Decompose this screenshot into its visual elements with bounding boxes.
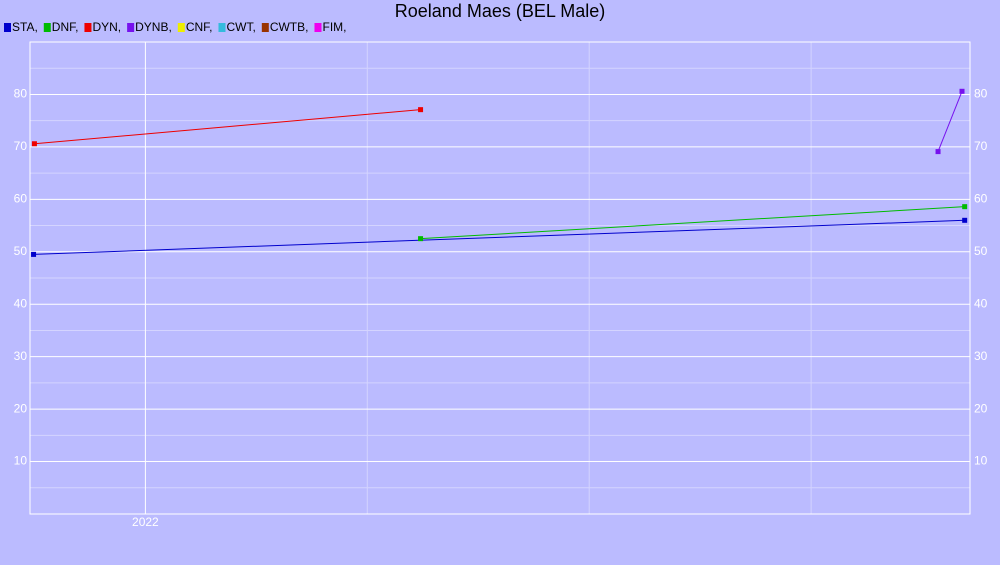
y-tick-label: 10 xyxy=(14,454,28,468)
data-point xyxy=(935,149,941,155)
legend-label: CWTB, xyxy=(270,20,309,34)
y-tick-label: 80 xyxy=(14,87,28,101)
y2-tick-label: 30 xyxy=(974,349,988,363)
y2-tick-label: 50 xyxy=(974,244,988,258)
series-line xyxy=(937,91,963,152)
y-tick-label: 20 xyxy=(14,401,28,415)
series-line xyxy=(420,206,965,240)
legend-swatch xyxy=(127,23,135,32)
series-line xyxy=(34,109,421,145)
y2-tick-label: 60 xyxy=(974,192,988,206)
legend-swatch xyxy=(177,23,185,32)
chart-title: Roeland Maes (BEL Male) xyxy=(395,1,605,21)
legend-swatch xyxy=(261,23,269,32)
legend-label: DYNB, xyxy=(135,20,172,34)
legend-swatch xyxy=(4,23,11,32)
y-tick-label: 40 xyxy=(14,296,28,310)
data-point xyxy=(31,251,37,257)
legend-label: CWT, xyxy=(226,20,255,34)
legend-label: FIM, xyxy=(322,20,346,34)
series-line xyxy=(33,219,965,255)
legend-swatch xyxy=(43,23,51,32)
y2-tick-label: 80 xyxy=(974,87,988,101)
y2-tick-label: 70 xyxy=(974,139,988,153)
legend-label: CNF, xyxy=(186,20,213,34)
legend-swatch xyxy=(84,23,92,32)
plot-frame xyxy=(29,41,971,515)
y2-tick-label: 20 xyxy=(974,401,988,415)
y-tick-label: 60 xyxy=(14,192,28,206)
legend-label: STA, xyxy=(12,20,38,34)
legend-label: DYN, xyxy=(92,20,121,34)
y2-tick-label: 40 xyxy=(974,296,988,310)
y2-tick-label: 10 xyxy=(974,454,988,468)
legend-swatch xyxy=(218,23,226,32)
x-tick-label: 2022 xyxy=(132,515,159,529)
y-tick-label: 30 xyxy=(14,349,28,363)
y-tick-label: 50 xyxy=(14,244,28,258)
y-tick-label: 70 xyxy=(14,139,28,153)
data-point xyxy=(418,236,424,242)
data-point xyxy=(418,107,424,113)
data-point xyxy=(962,204,968,210)
legend-label: DNF, xyxy=(52,20,79,34)
data-point xyxy=(962,217,968,223)
data-point xyxy=(959,88,965,94)
data-point xyxy=(31,141,37,147)
legend-swatch xyxy=(314,23,322,32)
